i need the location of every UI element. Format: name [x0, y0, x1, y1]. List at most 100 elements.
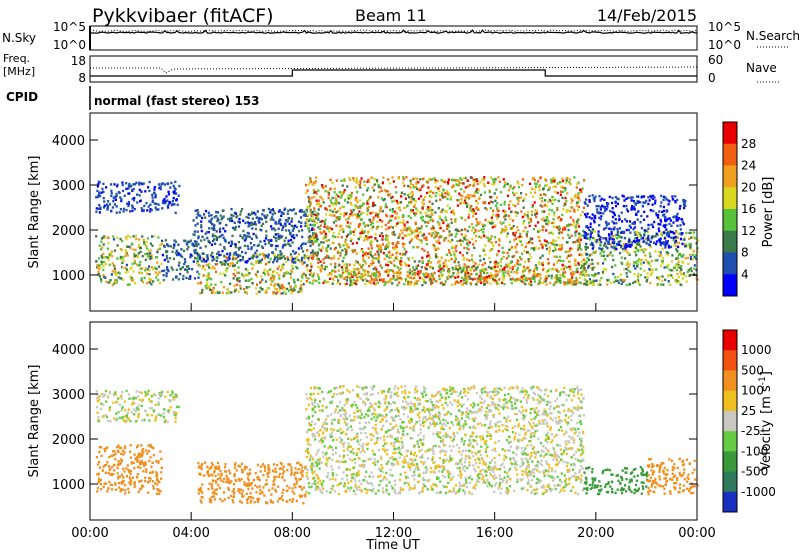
power-echo-cell: [522, 230, 525, 233]
power-echo-cell: [410, 229, 413, 232]
velocity-echo-cell: [112, 450, 115, 453]
power-echo-cell: [213, 238, 216, 241]
power-echo-cell: [313, 220, 316, 223]
power-echo-cell: [593, 219, 596, 222]
power-echo-cell: [389, 278, 392, 281]
power-echo-cell: [350, 203, 353, 207]
power-echo-cell: [217, 250, 220, 254]
power-echo-cell: [125, 238, 128, 241]
power-echo-cell: [210, 277, 213, 281]
power-echo-cell: [548, 252, 551, 255]
power-echo-cell: [490, 219, 493, 222]
power-echo-cell: [645, 199, 648, 203]
power-echo-cell: [476, 220, 479, 224]
power-echo-cell: [643, 269, 646, 273]
power-echo-cell: [608, 253, 611, 257]
power-echo-cell: [590, 253, 593, 256]
velocity-echo-cell: [216, 461, 220, 465]
power-echo-cell: [311, 219, 314, 222]
power-echo-cell: [340, 194, 343, 197]
velocity-echo-cell: [133, 483, 136, 486]
power-echo-cell: [369, 275, 372, 278]
power-echo-cell: [671, 231, 674, 234]
power-echo-cell: [96, 264, 99, 268]
power-echo-cell: [489, 176, 492, 179]
power-echo-cell: [373, 279, 376, 282]
power-echo-cell: [312, 213, 315, 216]
power-echo-cell: [286, 212, 289, 215]
power-echo-cell: [496, 217, 499, 220]
power-echo-cell: [419, 187, 422, 191]
power-echo-cell: [585, 253, 588, 256]
power-echo-cell: [300, 225, 303, 228]
power-echo-cell: [660, 259, 664, 263]
power-echo-cell: [209, 288, 212, 292]
power-echo-cell: [337, 232, 340, 235]
power-echo-cell: [300, 210, 303, 213]
power-echo-cell: [612, 238, 616, 241]
power-echo-cell: [391, 282, 394, 285]
power-echo-cell: [573, 176, 576, 179]
power-echo-cell: [440, 281, 443, 285]
power-echo-cell: [468, 273, 471, 276]
power-echo-cell: [152, 280, 155, 283]
power-echo-cell: [518, 239, 521, 242]
power-echo-cell: [414, 185, 417, 189]
power-echo-cell: [357, 237, 360, 241]
power-echo-cell: [490, 216, 493, 219]
power-echo-cell: [500, 257, 503, 261]
power-echo-cell: [689, 257, 692, 261]
power-echo-cell: [623, 242, 626, 246]
power-echo-cell: [659, 223, 662, 226]
power-echo-cell: [594, 272, 597, 276]
power-echo-cell: [160, 242, 163, 246]
velocity-echo-cell: [220, 472, 223, 475]
power-echo-cell: [301, 276, 304, 279]
power-echo-cell: [496, 263, 499, 267]
power-echo-cell: [139, 260, 142, 264]
power-echo-cell: [605, 237, 608, 240]
power-echo-cell: [657, 277, 660, 281]
power-echo-cell: [151, 257, 154, 260]
power-echo-cell: [272, 292, 275, 295]
power-echo-cell: [149, 242, 152, 245]
power-echo-cell: [172, 278, 175, 281]
power-echo-cell: [329, 199, 332, 202]
power-echo-cell: [289, 208, 292, 212]
power-echo-cell: [313, 232, 316, 235]
power-echo-cell: [202, 252, 205, 255]
power-echo-cell: [584, 235, 587, 238]
power-echo-cell: [393, 264, 397, 268]
power-echo-cell: [517, 182, 520, 185]
power-echo-cell: [175, 249, 178, 252]
power-echo-cell: [545, 184, 548, 187]
power-echo-cell: [321, 184, 324, 187]
power-echo-cell: [447, 223, 450, 226]
power-echo-cell: [259, 240, 262, 243]
power-echo-cell: [330, 201, 333, 205]
power-echo-cell: [374, 253, 377, 256]
power-echo-cell: [291, 241, 294, 244]
power-echo-cell: [272, 210, 275, 213]
power-echo-cell: [251, 282, 254, 285]
power-echo-cell: [359, 204, 362, 208]
power-echo-cell: [601, 270, 604, 274]
power-echo-cell: [336, 235, 339, 239]
power-echo-cell: [361, 228, 364, 231]
power-echo-cell: [293, 289, 296, 292]
power-echo-cell: [149, 254, 152, 257]
power-echo-cell: [396, 202, 399, 205]
power-echo-cell: [280, 287, 283, 290]
power-echo-cell: [609, 243, 613, 246]
power-echo-cell: [127, 200, 131, 204]
power-echo-cell: [576, 270, 579, 274]
power-echo-cell: [539, 176, 542, 179]
power-echo-cell: [138, 194, 141, 197]
power-echo-cell: [590, 241, 594, 245]
power-echo-cell: [206, 236, 209, 240]
power-echo-cell: [399, 259, 402, 263]
power-echo-cell: [583, 236, 586, 239]
power-echo-cell: [309, 208, 312, 212]
velocity-echo-cell: [201, 491, 204, 494]
